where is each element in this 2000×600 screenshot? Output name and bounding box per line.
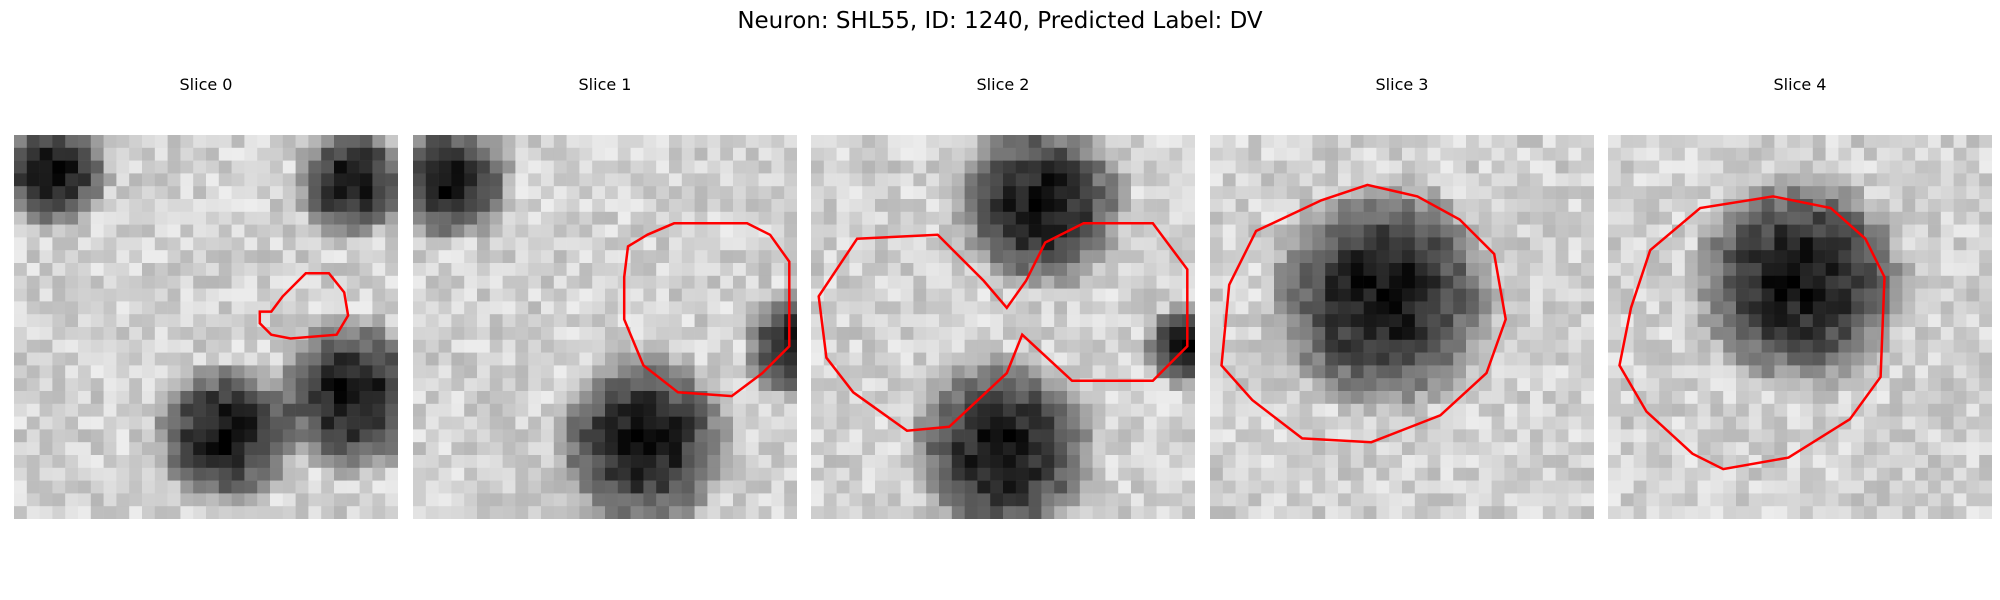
pixel-texture (413, 135, 797, 519)
pixel-texture (1608, 135, 1992, 519)
roi-contour (622, 222, 791, 398)
slice-title: Slice 2 (976, 75, 1030, 94)
roi-contour (817, 222, 1189, 432)
slice-image (413, 135, 797, 519)
slice-title: Slice 4 (1773, 75, 1827, 94)
slice-image (1608, 135, 1992, 519)
pixel-texture (811, 135, 1195, 519)
roi-contour (1220, 183, 1507, 444)
pixel-texture (14, 135, 398, 519)
slice-title: Slice 3 (1375, 75, 1429, 94)
slice-image (1210, 135, 1594, 519)
pixel-texture (1210, 135, 1594, 519)
slice-title: Slice 0 (179, 75, 233, 94)
slice-title: Slice 1 (578, 75, 632, 94)
roi-contour (258, 271, 350, 340)
figure-title: Neuron: SHL55, ID: 1240, Predicted Label… (737, 8, 1263, 34)
slice-image (14, 135, 398, 519)
roi-contour (1618, 195, 1886, 471)
slice-image (811, 135, 1195, 519)
